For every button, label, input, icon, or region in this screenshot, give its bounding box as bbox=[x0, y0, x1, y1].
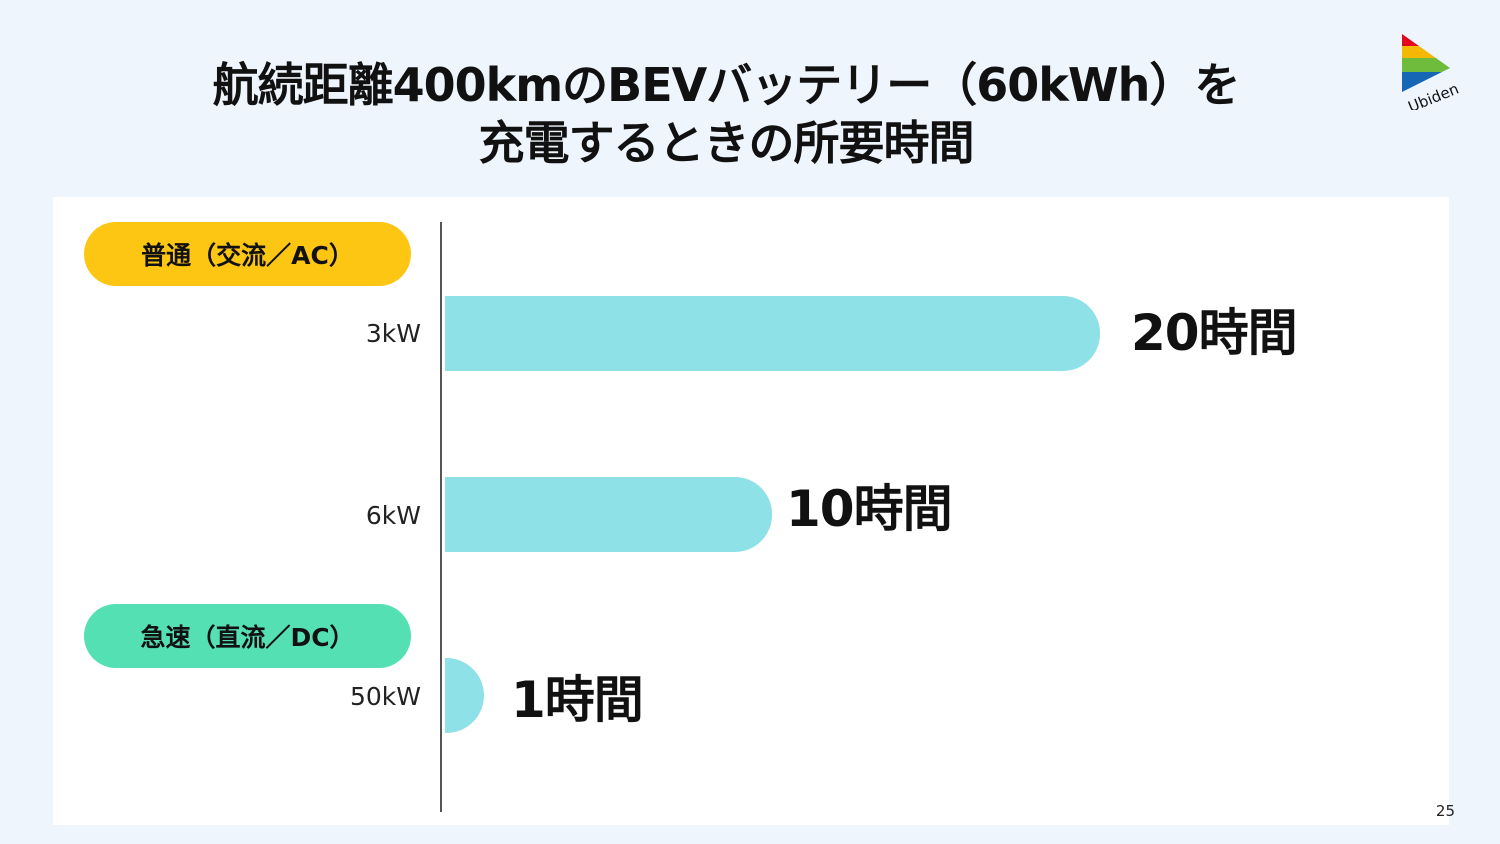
bar-3kw bbox=[445, 296, 1100, 371]
ubiden-logo: Ubiden bbox=[1396, 30, 1466, 116]
chart-panel: 普通（交流／AC） 急速（直流／DC） 3kW 20時間 6kW 10時間 50… bbox=[53, 197, 1449, 825]
category-label-ac: 普通（交流／AC） bbox=[141, 241, 354, 270]
title-line-1: 航続距離400kmのBEVバッテリー（60kWh）を bbox=[212, 58, 1241, 112]
y-axis-line bbox=[440, 222, 442, 812]
bar-50kw bbox=[445, 658, 484, 733]
value-label-50kw: 1時間 bbox=[511, 671, 644, 729]
value-label-3kw: 20時間 bbox=[1131, 304, 1298, 362]
category-pill-ac: 普通（交流／AC） bbox=[84, 222, 411, 286]
category-label-dc: 急速（直流／DC） bbox=[140, 623, 355, 652]
logo-triangle-icon: Ubiden bbox=[1402, 34, 1461, 116]
page-number: 25 bbox=[1435, 802, 1455, 820]
category-pill-dc: 急速（直流／DC） bbox=[84, 604, 411, 668]
bar-6kw bbox=[445, 477, 772, 552]
bar-label-50kw: 50kW bbox=[349, 682, 421, 711]
bar-label-6kw: 6kW bbox=[365, 501, 421, 530]
title-line-2: 充電するときの所要時間 bbox=[478, 116, 975, 170]
slide-title: 航続距離400kmのBEVバッテリー（60kWh）を 充電するときの所要時間 bbox=[0, 56, 1452, 172]
value-label-6kw: 10時間 bbox=[786, 480, 953, 538]
bar-label-3kw: 3kW bbox=[365, 319, 421, 348]
